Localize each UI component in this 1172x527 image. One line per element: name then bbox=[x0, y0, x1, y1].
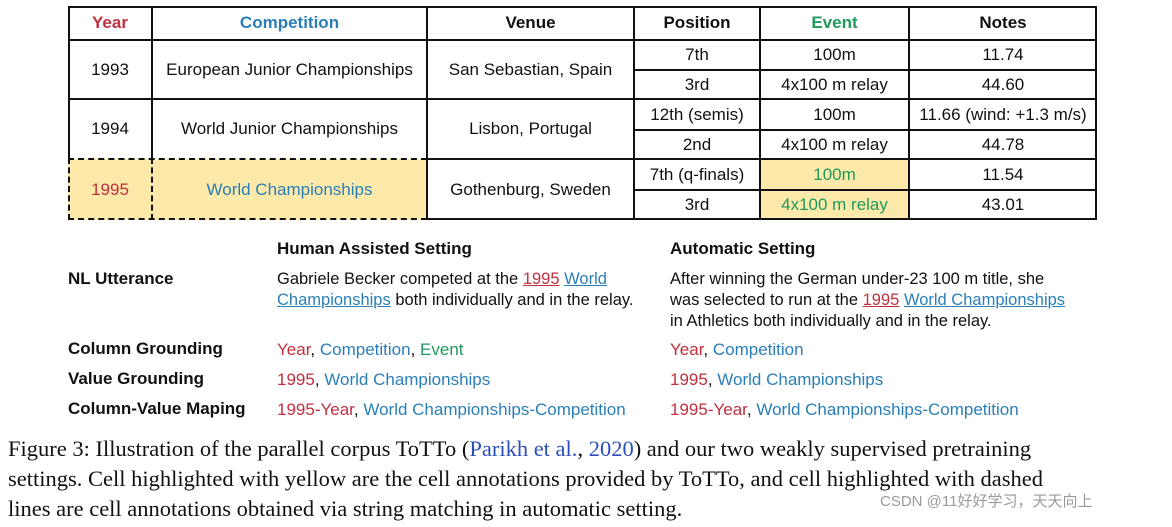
dashed-divider bbox=[151, 158, 153, 220]
cell-notes: 11.74 bbox=[982, 45, 1024, 64]
figure-caption: Figure 3: Illustration of the parallel c… bbox=[8, 436, 1043, 521]
cell-event: 100m bbox=[813, 45, 856, 64]
cell-event-highlighted: 100m bbox=[813, 164, 856, 184]
header-position: Position bbox=[663, 13, 731, 32]
header-event: Event bbox=[811, 13, 858, 32]
cell-competition: World Junior Championships bbox=[180, 119, 398, 138]
cell-event: 4x100 m relay bbox=[781, 74, 888, 94]
cell-position: 2nd bbox=[682, 134, 712, 154]
label-nl-utterance: NL Utterance bbox=[68, 269, 174, 288]
cell-event: 4x100 m relay bbox=[781, 134, 888, 154]
automatic-column-value-mapping: 1995-Year, World Championships-Competiti… bbox=[670, 400, 1019, 419]
cell-notes: 11.66 (wind: +1.3 m/s) bbox=[919, 104, 1087, 124]
cell-competition-highlighted: World Championships bbox=[206, 179, 373, 199]
cell-year: 1994 bbox=[91, 119, 129, 138]
header-notes: Notes bbox=[979, 13, 1027, 32]
automatic-column-grounding: Year, Competition bbox=[670, 340, 804, 359]
human-column-grounding: Year, Competition, Event bbox=[277, 340, 464, 359]
header-venue: Venue bbox=[505, 13, 556, 32]
cell-notes: 11.54 bbox=[982, 164, 1024, 184]
cell-position: 7th (q-finals) bbox=[649, 164, 745, 184]
cell-year-highlighted: 1995 bbox=[91, 179, 129, 199]
label-column-value-mapping: Column-Value Maping bbox=[68, 399, 246, 418]
cell-event: 100m bbox=[813, 104, 856, 124]
cell-event-highlighted: 4x100 m relay bbox=[781, 195, 888, 214]
highlight-event-100m bbox=[760, 159, 908, 190]
cell-competition: European Junior Championships bbox=[166, 59, 413, 79]
header-year: Year bbox=[92, 13, 128, 32]
human-setting-title: Human Assisted Setting bbox=[277, 239, 472, 258]
highlight-year-competition bbox=[68, 159, 427, 220]
cell-year: 1993 bbox=[91, 59, 129, 79]
cell-notes: 44.78 bbox=[981, 134, 1025, 154]
cell-venue: Lisbon, Portugal bbox=[469, 119, 592, 138]
header-competition: Competition bbox=[239, 13, 340, 32]
totto-table: Year Competition Venue Position Event No… bbox=[68, 6, 1097, 220]
cell-notes: 44.60 bbox=[981, 74, 1025, 94]
citation-year-link[interactable]: 2020 bbox=[588, 436, 634, 461]
cell-venue: Gothenburg, Sweden bbox=[450, 179, 611, 199]
cell-position: 7th bbox=[685, 45, 709, 64]
cell-position: 3rd bbox=[684, 195, 710, 214]
label-value-grounding: Value Grounding bbox=[68, 369, 205, 388]
automatic-value-grounding: 1995, World Championships bbox=[670, 370, 884, 389]
watermark: CSDN @11好好学习，天天向上 bbox=[880, 493, 1093, 510]
human-nl-utterance: Gabriele Becker competed at the 1995 Wor… bbox=[277, 270, 634, 309]
cell-position: 3rd bbox=[684, 74, 710, 94]
citation-author-link[interactable]: Parikh et al. bbox=[469, 436, 578, 461]
cell-notes: 43.01 bbox=[981, 195, 1025, 214]
highlight-event-relay bbox=[760, 190, 908, 220]
automatic-nl-utterance: After winning the German under-23 100 m … bbox=[670, 270, 1066, 330]
cell-venue: San Sebastian, Spain bbox=[448, 59, 613, 79]
cell-position: 12th (semis) bbox=[650, 104, 744, 124]
human-column-value-mapping: 1995-Year, World Championships-Competiti… bbox=[277, 400, 626, 419]
label-column-grounding: Column Grounding bbox=[68, 339, 223, 358]
human-value-grounding: 1995, World Championships bbox=[277, 370, 491, 389]
dashed-annotation-box bbox=[68, 158, 427, 220]
automatic-setting-title: Automatic Setting bbox=[670, 239, 816, 258]
